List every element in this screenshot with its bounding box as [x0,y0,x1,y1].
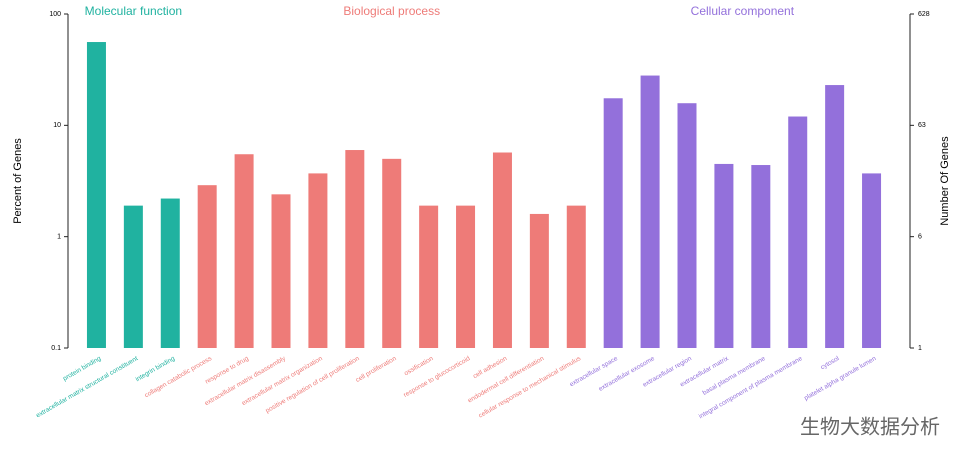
x-tick-label: collagen catabolic process [144,355,214,400]
group-label: Biological process [343,4,440,18]
bar [862,173,882,348]
y-tick-label: 100 [49,11,61,18]
bar [382,158,402,348]
bar [271,194,291,348]
y-tick-label: 10 [53,122,61,129]
bar [86,42,106,348]
x-tick-label: cell proliferation [355,355,398,384]
y2-axis-title: Number Of Genes [939,136,951,226]
bar [751,165,771,348]
bar [492,152,512,348]
y2-tick-label: 628 [918,11,930,18]
bar [714,163,734,348]
bar [788,116,808,348]
group-label: Cellular component [691,4,795,18]
watermark: 生物大数据分析 [800,415,940,438]
y2-tick-label: 6 [918,234,922,241]
bar [160,198,180,348]
bar [308,173,328,348]
x-tick-label: ossification [403,355,435,377]
bar [603,98,623,348]
bar [419,205,439,348]
bar [677,103,697,348]
bar [456,205,476,348]
x-tick-label: response to glucocorticoid [403,355,472,399]
y-axis-title: Percent of Genes [12,138,24,224]
x-tick-label: platelet alpha granule lumen [803,355,878,402]
y2-tick-label: 63 [918,122,926,129]
bar [197,185,217,348]
bar [123,205,143,348]
y2-tick-label: 1 [918,345,922,352]
group-label: Molecular function [85,4,182,18]
bar [345,150,365,348]
x-tick-label: basal plasma membrane [702,355,767,397]
bar [566,205,586,348]
x-tick-label: cytosol [819,355,841,371]
bar [234,154,254,348]
y-tick-label: 0.1 [51,345,61,352]
bar [825,85,845,348]
bar [529,213,549,348]
bar [640,75,660,348]
y-tick-label: 1 [57,234,61,241]
